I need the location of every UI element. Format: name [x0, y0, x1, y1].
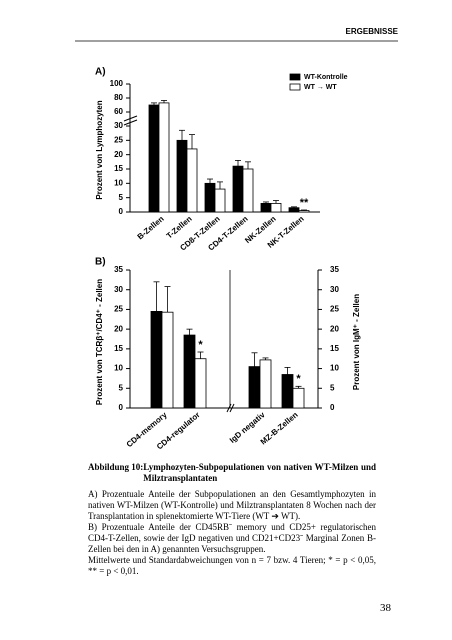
y-tick-label: 30 [114, 285, 123, 294]
y-tick-label: 0 [119, 207, 124, 216]
y-axis-label: Prozent von Lymphozyten [95, 100, 104, 199]
bar [270, 202, 282, 213]
significance-label: * [198, 339, 203, 351]
caption-title: Lymphozyten-Subpopulationen von nativen … [143, 462, 376, 483]
bar [259, 359, 272, 409]
significance-label: ** [300, 197, 309, 209]
bar [260, 202, 272, 213]
bar [292, 387, 305, 409]
bar [148, 104, 160, 213]
y2-tick-label: 25 [330, 305, 339, 314]
y-tick-label: 20 [114, 324, 123, 333]
bar [158, 102, 170, 213]
y-tick-label: 25 [114, 135, 123, 144]
y-tick-label: 100 [110, 79, 124, 88]
bar [248, 366, 261, 409]
significance-label: * [296, 373, 301, 385]
y2-tick-label: 5 [330, 383, 335, 392]
y2-tick-label: 0 [330, 403, 335, 412]
y-tick-label: 60 [114, 107, 123, 116]
bar [150, 310, 163, 409]
caption-paragraph: B) Prozentuale Anteile der CD45RBˉ memor… [88, 522, 376, 554]
y-tick-label: 15 [114, 164, 123, 173]
bar [186, 148, 198, 213]
bar [214, 188, 226, 213]
y-tick-label: 15 [114, 344, 123, 353]
y-axis-label: Prozent von TCRβ⁺/CD4⁺ - Zellen [95, 279, 104, 405]
y2-tick-label: 35 [330, 265, 339, 274]
bar [288, 207, 300, 213]
y-tick-label: 5 [119, 193, 124, 202]
legend-label: WT → WT [304, 84, 337, 91]
y2-tick-label: 10 [330, 364, 339, 373]
y-tick-label: 35 [114, 265, 123, 274]
bar [281, 374, 294, 409]
y2-axis-label: Prozent von IgM⁺ - Zellen [352, 294, 361, 390]
header-title: ERGEBNISSE [346, 27, 399, 36]
bar [161, 311, 174, 409]
y-tick-label: 10 [114, 364, 123, 373]
y-tick-label: 10 [114, 178, 123, 187]
y-tick-label: 80 [114, 93, 123, 102]
panel-label: B) [95, 257, 106, 268]
legend-label: WT-Kontrolle [304, 74, 348, 81]
bar [194, 358, 207, 409]
y-tick-label: 30 [114, 121, 123, 130]
bar [204, 182, 216, 213]
y2-tick-label: 15 [330, 344, 339, 353]
bar [298, 210, 310, 213]
caption-paragraph: Mittelwerte und Standardabweichungen von… [88, 555, 376, 576]
legend-swatch [289, 73, 301, 81]
y2-tick-label: 20 [330, 324, 339, 333]
bar [183, 334, 196, 409]
bar [176, 139, 188, 213]
y-tick-label: 20 [114, 150, 123, 159]
bar [232, 165, 244, 213]
y-tick-label: 25 [114, 305, 123, 314]
bar [242, 168, 254, 213]
panel-label: A) [95, 67, 106, 78]
page-number: 38 [380, 602, 391, 614]
caption-paragraph: A) Prozentuale Anteile der Subpopulation… [88, 489, 376, 521]
y-tick-label: 0 [119, 403, 124, 412]
caption-heading: Abbildung 10: Lymphozyten-Subpopulatione… [88, 462, 376, 484]
legend-swatch [289, 83, 301, 91]
y-tick-label: 5 [119, 383, 124, 392]
y2-tick-label: 30 [330, 285, 339, 294]
caption-label: Abbildung 10: [88, 462, 144, 472]
caption: Abbildung 10: Lymphozyten-Subpopulatione… [88, 462, 376, 577]
x-tick-label: B-Zellen [136, 214, 166, 241]
